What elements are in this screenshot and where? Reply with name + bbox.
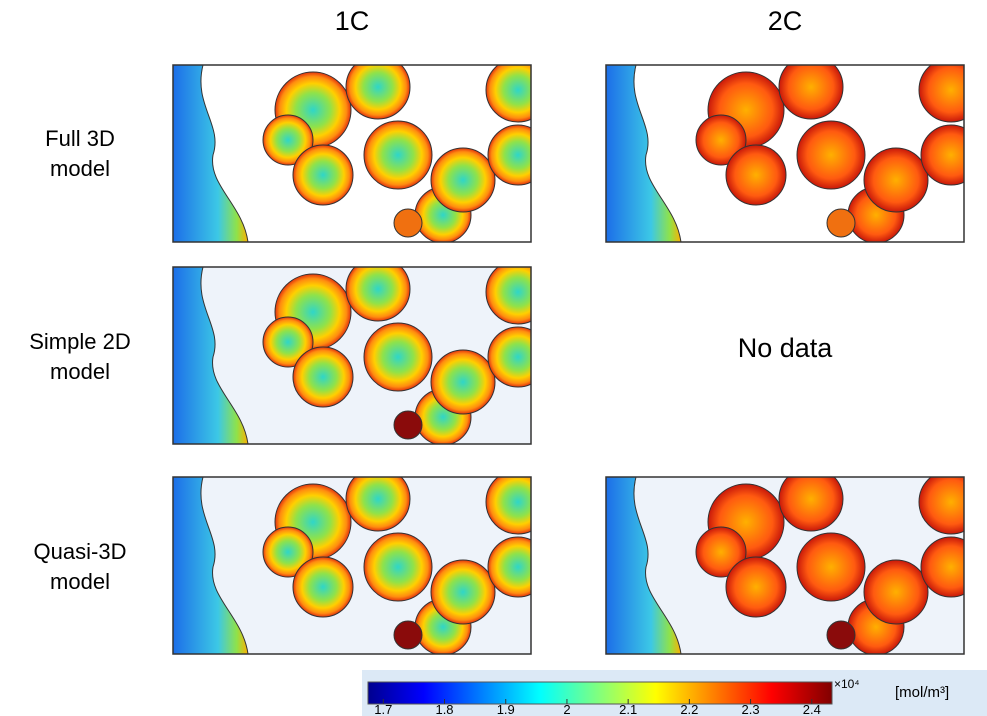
column-header: 2C	[768, 6, 803, 36]
colorbar-tick-label: 1.9	[497, 702, 515, 716]
blob	[863, 147, 929, 213]
colorbar-tick-label: 2.4	[803, 702, 821, 716]
blob	[606, 477, 682, 654]
blob	[796, 120, 866, 190]
blob	[487, 326, 531, 388]
colorbar-tick-label: 1.8	[435, 702, 453, 716]
particle	[393, 620, 423, 650]
colorbar-tick-label: 2.3	[742, 702, 760, 716]
blob	[695, 526, 747, 578]
row-label: Simple 2D	[29, 329, 130, 354]
blob	[487, 536, 531, 598]
row-label: model	[50, 156, 110, 181]
panel	[173, 477, 531, 654]
colorbar	[367, 681, 833, 705]
blob	[485, 65, 531, 123]
blob	[695, 114, 747, 166]
particle	[393, 208, 423, 238]
blob	[173, 65, 249, 242]
panel-border	[605, 64, 965, 243]
blob	[920, 124, 964, 186]
panel	[606, 65, 964, 242]
blob	[920, 536, 964, 598]
colorbar-tick-label: 1.7	[374, 702, 392, 716]
blob	[345, 65, 411, 120]
blob	[487, 124, 531, 186]
colorbar-tick-label: 2.2	[680, 702, 698, 716]
blob	[345, 477, 411, 532]
blob	[430, 349, 496, 415]
row-label: Quasi-3D	[34, 539, 127, 564]
panel	[606, 477, 964, 654]
blob	[262, 114, 314, 166]
panel-border	[172, 64, 532, 243]
blob	[485, 267, 531, 325]
particle	[826, 620, 856, 650]
colorbar-multiplier: ×10⁴	[834, 677, 860, 691]
row-label: Full 3D	[45, 126, 115, 151]
row-label: model	[50, 359, 110, 384]
panel-border	[605, 476, 965, 655]
panel	[173, 65, 531, 242]
blob	[606, 65, 682, 242]
colorbar-tick-label: 2	[563, 702, 570, 716]
row-label: model	[50, 569, 110, 594]
blob	[725, 556, 787, 618]
blob	[430, 147, 496, 213]
blob	[173, 477, 249, 654]
blob	[918, 477, 964, 535]
blob	[485, 477, 531, 535]
colorbar-tick-label: 2.1	[619, 702, 637, 716]
blob	[863, 559, 929, 625]
blob	[363, 120, 433, 190]
panel-border	[172, 266, 532, 445]
blob	[173, 267, 249, 444]
panel	[173, 267, 531, 444]
blob	[725, 144, 787, 206]
particle	[826, 208, 856, 238]
colorbar-unit: [mol/m³]	[895, 684, 949, 701]
blob	[262, 526, 314, 578]
blob	[796, 532, 866, 602]
column-header: 1C	[335, 6, 370, 36]
blob	[363, 322, 433, 392]
blob	[292, 346, 354, 408]
blob	[778, 477, 844, 532]
blob	[292, 144, 354, 206]
blob	[363, 532, 433, 602]
no-data-label: No data	[738, 333, 834, 363]
blob	[918, 65, 964, 123]
blob	[262, 316, 314, 368]
blob	[345, 267, 411, 322]
particle	[393, 410, 423, 440]
blob	[430, 559, 496, 625]
blob	[778, 65, 844, 120]
blob	[292, 556, 354, 618]
panel-border	[172, 476, 532, 655]
